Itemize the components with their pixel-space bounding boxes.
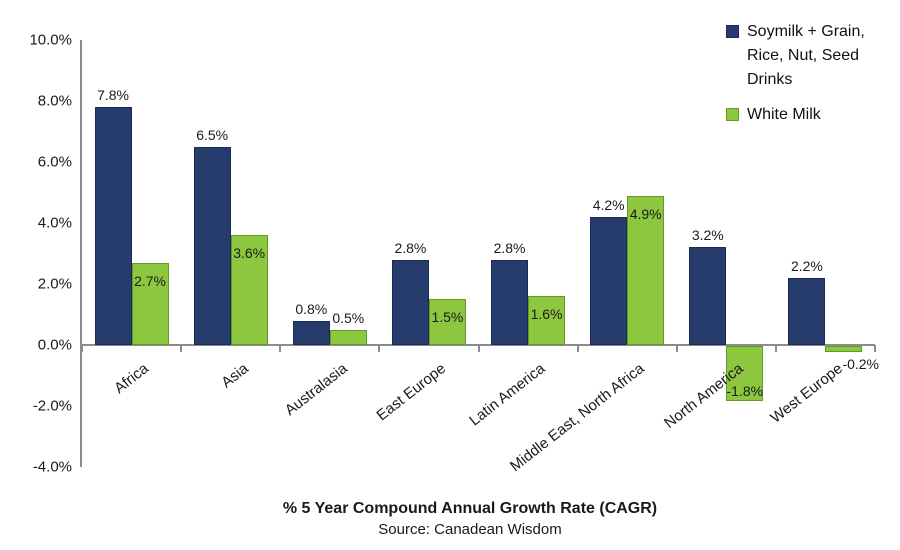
legend: Soymilk + Grain, Rice, Nut, Seed Drinks Whi… bbox=[726, 20, 898, 127]
x-axis-tick bbox=[279, 345, 282, 352]
legend-label: White Milk bbox=[747, 106, 821, 123]
chart-title: % 5 Year Compound Annual Growth Rate (CA… bbox=[282, 500, 658, 517]
data-label-soymilk-west-europe: 2.2% bbox=[790, 257, 823, 274]
white-milk-bar-latin-america bbox=[528, 296, 566, 345]
data-label-soymilk-latin-america: 2.8% bbox=[493, 239, 526, 256]
y-axis-label: -4.0% bbox=[32, 458, 72, 476]
soymilk-bar-latin-america bbox=[491, 259, 529, 345]
x-axis-label-east-europe: East Europe bbox=[373, 360, 450, 425]
x-axis-label-west-europe: West Europe bbox=[767, 360, 846, 427]
y-axis-label: 4.0% bbox=[37, 214, 72, 232]
data-label-soymilk-africa: 7.8% bbox=[97, 87, 130, 104]
data-label-white-milk-east-europe: 1.5% bbox=[431, 309, 464, 326]
soymilk-bar-north-america bbox=[689, 247, 727, 345]
x-axis-label-australasia: Australasia bbox=[281, 360, 351, 420]
y-axis-label: 2.0% bbox=[37, 275, 72, 293]
x-axis-tick bbox=[675, 345, 678, 352]
x-axis-tick bbox=[378, 345, 381, 352]
data-label-soymilk-north-america: 3.2% bbox=[691, 227, 724, 244]
soymilk-bar-africa bbox=[94, 107, 132, 345]
soymilk-bar-asia bbox=[193, 146, 231, 345]
x-axis-tick bbox=[180, 345, 183, 352]
x-axis-label-africa: Africa bbox=[111, 360, 153, 398]
legend-swatch-icon bbox=[726, 108, 739, 121]
data-label-soymilk-middle-east-north-africa: 4.2% bbox=[592, 196, 625, 213]
legend-entry-soymilk: Soymilk + Grain, Rice, Nut, Seed Drinks bbox=[726, 20, 898, 92]
data-label-white-milk-latin-america: 1.6% bbox=[530, 306, 563, 323]
soymilk-bar-west-europe bbox=[788, 277, 826, 345]
data-label-white-milk-asia: 3.6% bbox=[233, 245, 266, 262]
y-axis-label: 6.0% bbox=[37, 153, 72, 171]
x-axis-label-asia: Asia bbox=[217, 360, 252, 392]
data-label-white-milk-north-america: -1.8% bbox=[726, 382, 764, 399]
soymilk-bar-middle-east-north-africa bbox=[590, 216, 628, 345]
white-milk-bar-north-america bbox=[726, 346, 764, 401]
y-axis-label: -2.0% bbox=[32, 397, 72, 415]
x-axis-label-latin-america: Latin America bbox=[466, 360, 549, 430]
data-label-soymilk-asia: 6.5% bbox=[196, 126, 229, 143]
white-milk-bar-east-europe bbox=[428, 299, 466, 345]
data-label-white-milk-west-europe: -0.2% bbox=[842, 356, 880, 372]
x-axis-tick bbox=[81, 345, 83, 352]
data-label-white-milk-africa: 2.7% bbox=[134, 272, 167, 289]
legend-entry-white-milk: White Milk bbox=[726, 103, 898, 127]
white-milk-bar-west-europe bbox=[825, 346, 863, 353]
soymilk-bar-east-europe bbox=[391, 259, 429, 345]
chart-source: Source: Canadean Wisdom bbox=[378, 521, 562, 538]
legend-label: Soymilk + Grain, Rice, Nut, Seed Drinks bbox=[747, 23, 865, 88]
white-milk-bar-australasia bbox=[329, 329, 367, 345]
x-axis-tick bbox=[477, 345, 480, 352]
y-axis-line bbox=[80, 40, 82, 467]
data-label-white-milk-middle-east-north-africa: 4.9% bbox=[629, 205, 662, 222]
data-label-soymilk-australasia: 0.8% bbox=[295, 300, 328, 317]
x-axis-tick bbox=[576, 345, 579, 352]
x-axis-tick bbox=[874, 345, 876, 352]
x-axis-tick bbox=[774, 345, 777, 352]
y-axis-label: 8.0% bbox=[37, 92, 72, 110]
data-label-white-milk-australasia: 0.5% bbox=[332, 309, 365, 326]
soymilk-bar-australasia bbox=[292, 320, 330, 345]
white-milk-bar-africa bbox=[131, 262, 169, 345]
y-axis-label: 10.0% bbox=[29, 31, 72, 49]
y-axis-label: 0.0% bbox=[37, 336, 72, 354]
legend-swatch-icon bbox=[726, 25, 739, 38]
data-label-soymilk-east-europe: 2.8% bbox=[394, 239, 427, 256]
white-milk-bar-asia bbox=[230, 235, 268, 345]
white-milk-bar-middle-east-north-africa bbox=[627, 195, 665, 345]
